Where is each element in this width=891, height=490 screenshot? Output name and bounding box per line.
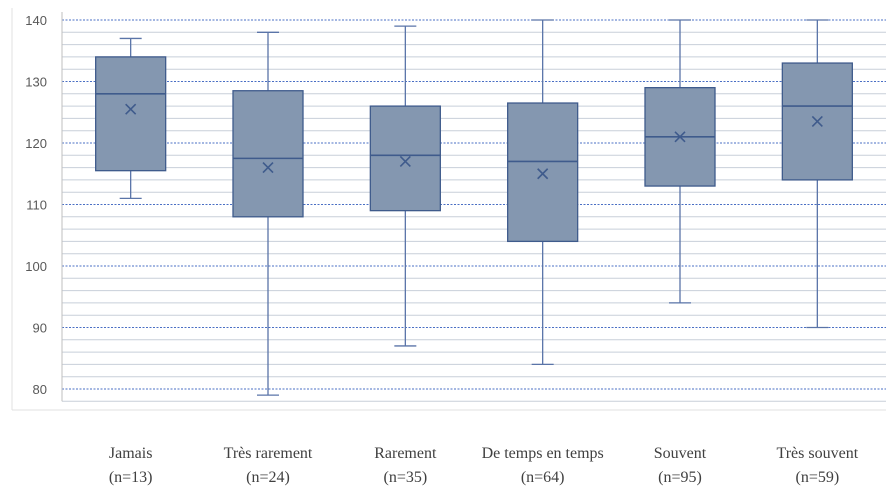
mean-marker bbox=[399, 155, 411, 168]
category-label: Souvent bbox=[654, 445, 707, 462]
mean-marker bbox=[125, 103, 137, 115]
mean-marker bbox=[811, 115, 823, 128]
category-label: Jamais bbox=[109, 445, 153, 462]
mean-marker bbox=[537, 168, 549, 180]
mean-marker bbox=[674, 131, 686, 143]
category-count-label: (n=24) bbox=[246, 469, 290, 486]
category-label: De temps en temps bbox=[482, 445, 604, 462]
category-count-label: (n=59) bbox=[795, 469, 839, 486]
box-iqr bbox=[232, 90, 304, 218]
category-label: Rarement bbox=[374, 445, 437, 462]
category-label: Très rarement bbox=[224, 445, 313, 462]
category-count-label: (n=95) bbox=[658, 469, 702, 486]
box-iqr bbox=[507, 102, 579, 243]
y-tick-label: 100 bbox=[25, 259, 47, 274]
y-tick-label: 130 bbox=[25, 75, 47, 90]
y-tick-label: 90 bbox=[33, 321, 47, 336]
category-count-label: (n=64) bbox=[521, 469, 565, 486]
y-tick-label: 120 bbox=[25, 136, 47, 151]
category-count-label: (n=35) bbox=[383, 469, 427, 486]
box-iqr bbox=[369, 105, 441, 212]
category-count-label: (n=13) bbox=[109, 469, 153, 486]
y-tick-label: 80 bbox=[33, 382, 47, 397]
y-tick-label: 140 bbox=[25, 13, 47, 28]
y-tick-label: 110 bbox=[26, 198, 47, 213]
mean-marker bbox=[262, 162, 274, 174]
category-label: Très souvent bbox=[777, 445, 859, 462]
box-iqr bbox=[95, 56, 167, 172]
